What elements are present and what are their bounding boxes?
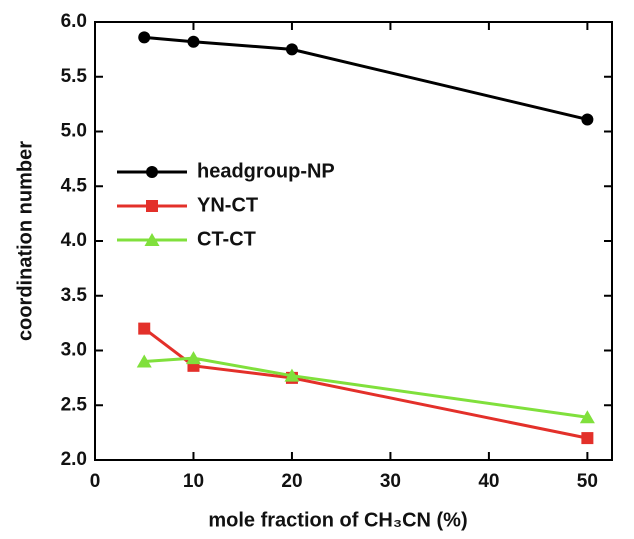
y-tick-label: 4.0 xyxy=(61,230,87,251)
point xyxy=(579,410,595,424)
point xyxy=(146,166,158,178)
y-tick-label: 5.0 xyxy=(61,121,87,142)
y-axis-label: coordination number xyxy=(14,141,36,341)
point xyxy=(581,432,594,445)
point xyxy=(146,200,158,212)
x-tick-label: 50 xyxy=(577,471,598,492)
x-tick-label: 40 xyxy=(478,471,499,492)
y-tick-label: 4.5 xyxy=(61,175,88,196)
point xyxy=(136,354,152,368)
x-tick-label: 0 xyxy=(90,471,101,492)
x-axis-label: mole fraction of CH₃CN (%) xyxy=(208,509,467,531)
point xyxy=(138,322,151,335)
y-tick-label: 2.5 xyxy=(61,394,88,415)
x-tick-label: 10 xyxy=(183,471,204,492)
legend-text: CT-CT xyxy=(197,228,256,250)
series-line xyxy=(144,35,588,121)
series-line xyxy=(144,356,588,419)
point xyxy=(285,43,298,56)
x-tick-label: 20 xyxy=(281,471,302,492)
point xyxy=(581,113,594,126)
y-tick-label: 6.0 xyxy=(61,11,87,32)
series-line xyxy=(143,327,588,440)
point xyxy=(284,368,300,382)
y-tick-label: 2.0 xyxy=(61,449,87,470)
x-tick-label: 30 xyxy=(380,471,401,492)
y-tick-label: 3.5 xyxy=(61,285,88,306)
point xyxy=(187,35,200,48)
y-tick-label: 5.5 xyxy=(61,66,88,87)
legend-text: headgroup-NP xyxy=(197,160,335,182)
point xyxy=(185,351,201,365)
point xyxy=(144,233,160,246)
legend-text: YN-CT xyxy=(197,194,258,216)
point xyxy=(138,31,151,44)
y-tick-label: 3.0 xyxy=(61,340,87,361)
